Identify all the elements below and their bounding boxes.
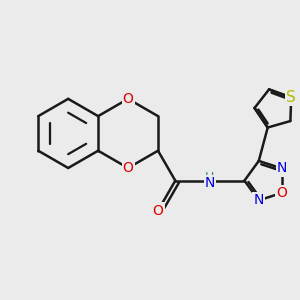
Text: N: N bbox=[254, 194, 264, 207]
Text: O: O bbox=[123, 161, 134, 175]
Text: N: N bbox=[205, 176, 215, 190]
Text: S: S bbox=[286, 90, 296, 105]
Text: O: O bbox=[123, 92, 134, 106]
Text: O: O bbox=[153, 204, 164, 218]
Text: O: O bbox=[277, 186, 287, 200]
Text: H: H bbox=[205, 171, 214, 184]
Text: N: N bbox=[277, 161, 287, 176]
